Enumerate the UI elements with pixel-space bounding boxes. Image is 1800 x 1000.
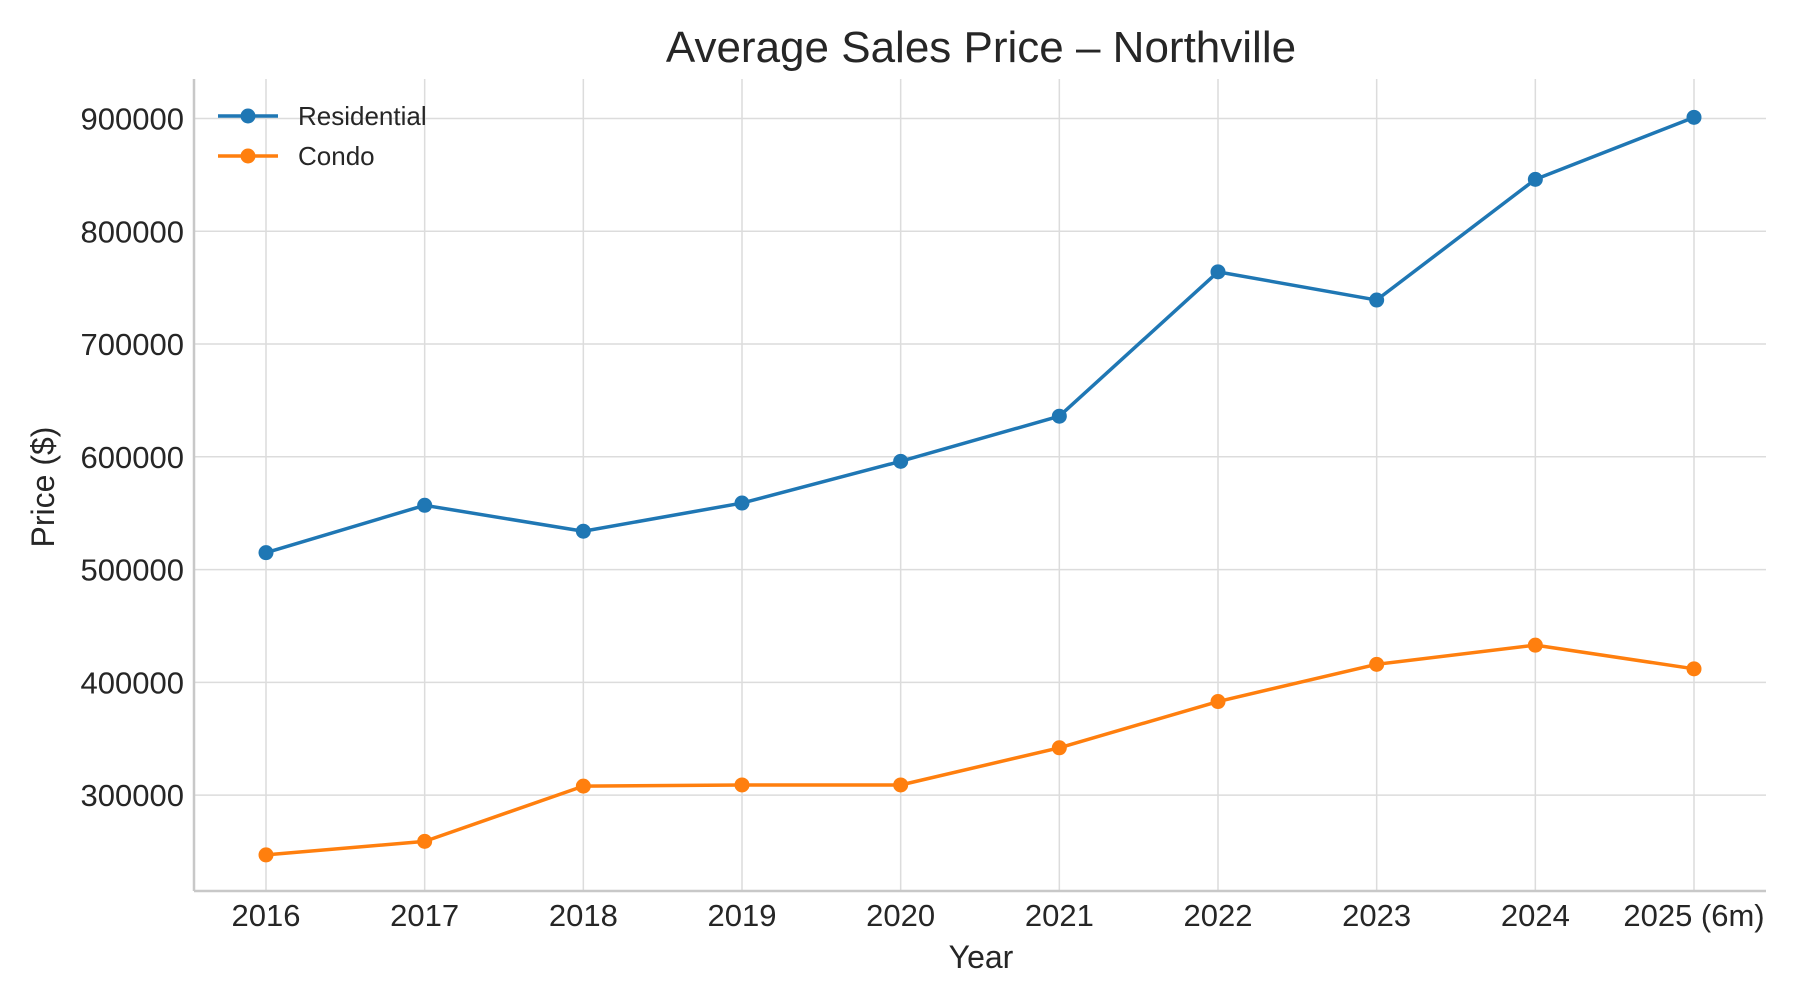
x-tick-label: 2023 [1342,898,1411,933]
x-axis-ticks: 2016 2017 2018 2019 2020 2021 2022 2023 2024 2025… [232,898,1765,933]
series-line-condo [264,643,1696,857]
grid [194,79,1766,891]
data-point-condo [417,833,433,849]
series-condo [258,637,1702,863]
data-point-residential [734,495,750,511]
y-tick-label: 500000 [81,553,184,588]
series-line-residential [264,115,1696,555]
x-tick-label: 2025 (6m) [1623,898,1764,933]
legend-marker-residential [240,108,256,124]
data-point-residential [1210,264,1226,280]
data-point-condo [1527,637,1543,653]
legend-label-condo: Condo [298,141,375,171]
data-point-residential [1051,408,1067,424]
x-tick-label: 2022 [1184,898,1253,933]
data-point-condo [575,778,591,794]
data-point-residential [1369,292,1385,308]
data-point-residential [1686,109,1702,125]
data-point-condo [893,777,909,793]
legend-label-residential: Residential [298,101,427,131]
legend-marker-condo [240,148,256,164]
data-point-condo [1369,656,1385,672]
y-tick-label: 600000 [81,440,184,475]
x-tick-label: 2017 [390,898,459,933]
y-tick-label: 800000 [81,214,184,249]
y-tick-label: 900000 [81,101,184,136]
x-tick-label: 2018 [549,898,618,933]
chart-title: Average Sales Price – Northville [666,23,1296,72]
axes-spines [192,79,1766,893]
legend-entry-residential: Residential [218,101,427,131]
legend-entry-condo: Condo [218,141,375,171]
data-point-residential [258,545,274,561]
data-point-condo [1051,740,1067,756]
data-point-residential [575,523,591,539]
data-point-residential [893,453,909,469]
x-tick-label: 2016 [232,898,301,933]
data-point-condo [258,847,274,863]
data-point-residential [417,497,433,513]
legend: Residential Condo [218,101,427,171]
y-tick-label: 300000 [81,778,184,813]
data-point-residential [1527,171,1543,187]
series-residential [258,109,1702,561]
x-tick-label: 2020 [866,898,935,933]
data-point-condo [1686,661,1702,677]
y-tick-label: 400000 [81,665,184,700]
y-tick-label: 700000 [81,327,184,362]
x-tick-label: 2021 [1025,898,1094,933]
y-axis-label: Price ($) [25,427,61,548]
x-axis-label: Year [949,939,1014,975]
x-tick-label: 2024 [1501,898,1570,933]
y-axis-ticks: 300000 400000 500000 600000 700000 800000 9000… [81,101,184,813]
data-point-condo [734,777,750,793]
data-point-condo [1210,694,1226,710]
x-tick-label: 2019 [708,898,777,933]
series [258,109,1702,863]
